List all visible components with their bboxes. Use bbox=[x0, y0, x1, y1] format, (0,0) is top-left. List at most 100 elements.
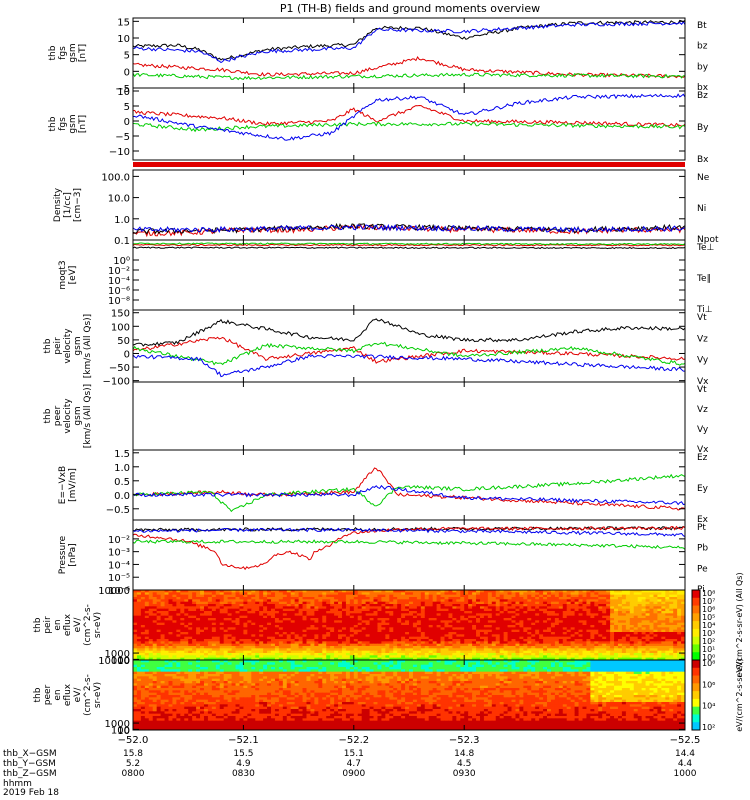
series-line-Ey bbox=[132, 473, 686, 513]
colorbar-segment bbox=[692, 706, 700, 715]
colorbar-tick-label: 10² bbox=[702, 637, 715, 646]
colorbar-tick-label: 10⁷ bbox=[702, 597, 715, 606]
y-axis-label-line: eflux bbox=[63, 683, 73, 706]
y-axis-label-line: en bbox=[53, 689, 63, 700]
y-tick-label: 10⁻² bbox=[108, 266, 130, 277]
y-axis-label-line: fgs bbox=[58, 46, 68, 60]
y-axis-label-line: gsm bbox=[73, 406, 83, 425]
colorbar-segment bbox=[692, 597, 700, 607]
colorbar-segment bbox=[692, 652, 700, 661]
legend-label-by: by bbox=[697, 62, 709, 72]
series-line-Vz bbox=[132, 336, 686, 364]
panel-efield: Ez Ey Ex 1.5 1.0 0.5 0.0 −0.5 E=−VxB [mV/m] bbox=[58, 449, 709, 525]
y-tick-label: 10⁻³ bbox=[108, 548, 130, 559]
colorbar: 10⁸ 10⁶ 10⁴ 10² eV/(cm^2-s-sr-eV) bbox=[691, 658, 744, 732]
y-tick-label: 10000 bbox=[98, 586, 130, 597]
y-tick-label: 10⁻² bbox=[108, 535, 130, 546]
x-row-value: 15.1 bbox=[344, 749, 364, 759]
y-tick-label: 15 bbox=[117, 17, 130, 28]
y-tick-label: −100 bbox=[103, 377, 130, 388]
legend-label-bx: bx bbox=[697, 83, 709, 93]
y-axis-label-line: [km/s (All Qs)] bbox=[83, 314, 93, 378]
panel-peir-velocity: Vt Vz Vy Vx 150 100 50 0 −50 −100 thb peir velocity g… bbox=[43, 309, 709, 388]
colorbar-tick-label: 10⁴ bbox=[702, 621, 715, 630]
y-axis-label-line: Pressure bbox=[58, 535, 68, 574]
y-tick-label: 100 bbox=[111, 322, 130, 333]
y-tick-label: 1.0 bbox=[114, 463, 130, 474]
colorbar-tick-label: 10⁰ bbox=[702, 653, 715, 662]
colorbar-label: eV/(cm^2-s-sr-eV) (All Qs) bbox=[735, 572, 744, 677]
x-row-name: thb_Z−GSM bbox=[3, 769, 57, 779]
y-tick-label: 100 bbox=[111, 725, 130, 736]
y-axis-label-line: gsm bbox=[73, 336, 83, 355]
y-tick-label: 0 bbox=[124, 349, 130, 360]
series-line-Vt bbox=[132, 318, 686, 347]
x-tick-label: −52.2 bbox=[338, 735, 369, 746]
x-row-value: 15.8 bbox=[123, 749, 143, 759]
legend-label-Vz: Vz bbox=[697, 405, 708, 415]
x-axis-labels: −52.0 −52.1 −52.2 −52.3 −52.5 thb_X−GSM 15.8 15… bbox=[3, 735, 700, 798]
series-line-Te∥ bbox=[132, 246, 686, 250]
spectrogram-cells bbox=[133, 590, 686, 661]
y-tick-label: 10 bbox=[117, 87, 130, 98]
y-axis-label-line: peer bbox=[43, 684, 53, 705]
y-axis-label-line: E=−VxB bbox=[58, 466, 68, 504]
x-row-value: 4.4 bbox=[678, 759, 693, 769]
x-tick-label: −52.1 bbox=[228, 735, 259, 746]
y-axis-label-line: [nT] bbox=[78, 115, 88, 133]
legend-label-bz: bz bbox=[697, 42, 708, 52]
y-tick-label: 10⁻⁴ bbox=[108, 276, 130, 287]
y-tick-label: −50 bbox=[109, 363, 130, 374]
colorbar-tick-label: 10⁴ bbox=[702, 702, 715, 711]
legend-label-Pi: Pi bbox=[697, 585, 705, 595]
legend-label-Pe: Pe bbox=[697, 564, 708, 574]
colorbar-segment bbox=[692, 722, 700, 731]
series-line-Pe bbox=[132, 539, 686, 550]
y-axis-label-line: eflux bbox=[63, 613, 73, 636]
x-tick-label: −52.0 bbox=[118, 735, 149, 746]
legend-label-Vy: Vy bbox=[697, 425, 709, 435]
series-line-Pb bbox=[132, 525, 686, 571]
y-tick-label: 1.0 bbox=[114, 215, 130, 226]
legend-label-Ni: Ni bbox=[697, 204, 706, 214]
y-axis-label-line: [cm−3] bbox=[73, 188, 83, 222]
y-axis-label-line: thb bbox=[33, 687, 43, 702]
y-tick-label: 10⁻⁴ bbox=[108, 560, 130, 571]
legend-label-Vx: Vx bbox=[697, 377, 709, 387]
colorbar-tick-label: 10³ bbox=[702, 629, 715, 638]
x-row-value: 14.8 bbox=[454, 749, 474, 759]
series-line-Vx bbox=[132, 354, 685, 378]
legend-label-Pb: Pb bbox=[697, 544, 708, 554]
y-tick-label: 10 bbox=[117, 726, 130, 737]
legend-label-Ex: Ex bbox=[697, 515, 709, 525]
y-axis-label-line: fgs bbox=[58, 117, 68, 131]
y-axis-label-line: [km/s (All Qs)] bbox=[83, 384, 93, 448]
x-row-value: 4.9 bbox=[236, 759, 251, 769]
legend-label-Ti⊥: Ti⊥ bbox=[696, 305, 713, 315]
y-axis-label-line: sr-eV) bbox=[93, 612, 103, 638]
legend-label-Te⊥: Te⊥ bbox=[696, 243, 715, 253]
legend-label-Ey: Ey bbox=[697, 484, 709, 494]
y-tick-label: 150 bbox=[111, 309, 130, 320]
y-tick-label: 0.0 bbox=[114, 491, 130, 502]
x-tick-label: −52.3 bbox=[449, 735, 480, 746]
legend-label-Bx: Bx bbox=[697, 155, 709, 165]
y-axis-label-line: peir bbox=[43, 616, 53, 634]
y-axis-label-line: peer bbox=[53, 405, 63, 426]
x-row-value: 14.4 bbox=[675, 749, 695, 759]
y-axis-label-line: [nT] bbox=[78, 44, 88, 62]
x-row-name: hhmm bbox=[3, 779, 32, 789]
y-axis-label-line: velocity bbox=[63, 398, 73, 434]
series-line-by bbox=[132, 72, 686, 81]
y-tick-label: −5 bbox=[115, 132, 130, 143]
legend-label-Vy: Vy bbox=[697, 356, 709, 366]
x-row-value: 15.5 bbox=[233, 749, 253, 759]
legend-label-Bt: Bt bbox=[697, 21, 707, 31]
series-line-Npot bbox=[132, 223, 686, 234]
y-tick-label: 1.5 bbox=[114, 449, 130, 460]
series-line-Bz bbox=[132, 104, 686, 128]
series-line-Pi bbox=[132, 527, 686, 537]
x-row-value: 0800 bbox=[122, 769, 145, 779]
